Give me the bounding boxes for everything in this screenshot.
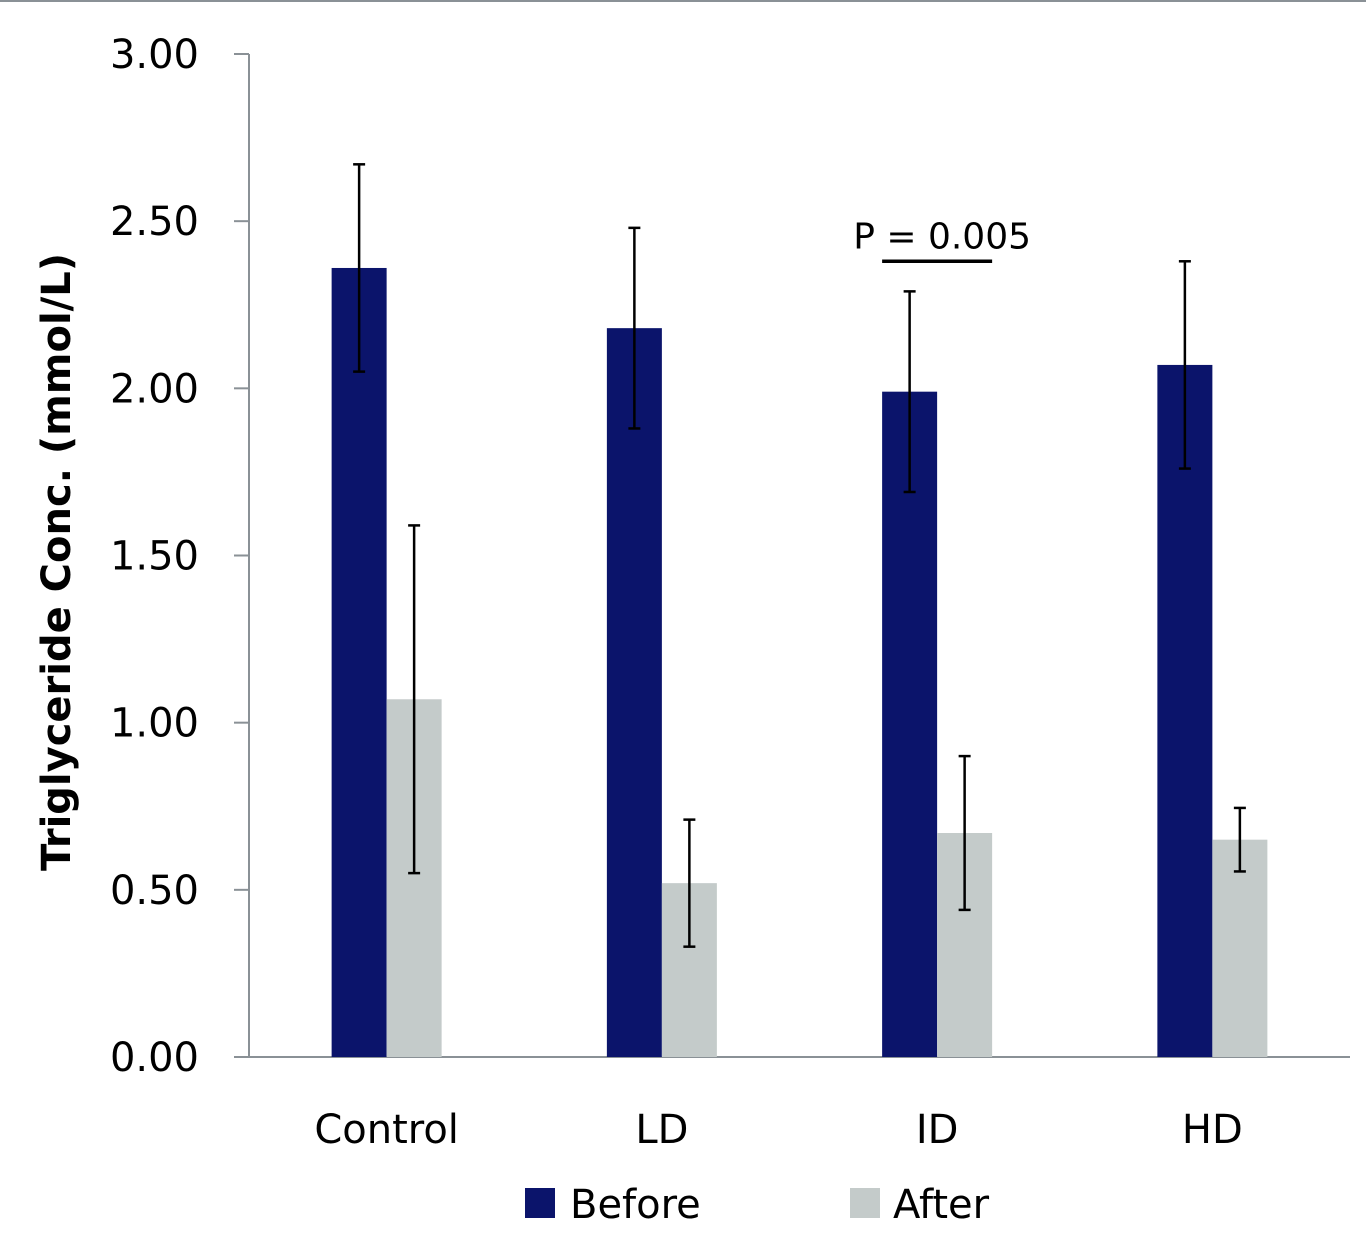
error-bars-group	[353, 163, 1246, 948]
y-tick-label: 2.50	[110, 199, 199, 245]
legend: Before After	[525, 1182, 990, 1228]
x-tick-label: Control	[314, 1107, 459, 1153]
legend-label-after: After	[893, 1182, 990, 1228]
legend-swatch-after	[850, 1188, 880, 1218]
y-tick-label: 1.00	[110, 701, 199, 747]
axes: 0.00 0.50 1.00 1.50 2.00 2.50 3.00 Control LD ID H…	[110, 32, 1350, 1153]
y-axis-label: Triglyceride Conc. (mmol/L)	[34, 253, 80, 871]
bars-group	[331, 267, 1268, 1058]
y-tick-label: 0.50	[110, 868, 199, 914]
annotations-group: P = 0.005	[853, 216, 1031, 264]
bar-before-hd	[1157, 364, 1213, 1057]
top-border-line	[0, 0, 1366, 2]
y-tick-label: 3.00	[110, 32, 199, 78]
y-tick-label: 0.00	[110, 1035, 199, 1081]
bar-before-ld	[606, 328, 662, 1057]
bar-after-hd	[1212, 839, 1268, 1057]
bar-before-control	[331, 267, 387, 1057]
y-tick-label: 2.00	[110, 366, 199, 412]
y-tick-label: 1.50	[110, 534, 199, 580]
significance-label: P = 0.005	[853, 216, 1031, 257]
legend-swatch-before	[525, 1188, 555, 1218]
x-tick-label: ID	[916, 1107, 959, 1153]
legend-label-before: Before	[570, 1182, 701, 1228]
x-tick-label: HD	[1182, 1107, 1243, 1153]
bar-before-id	[882, 391, 938, 1058]
x-tick-label: LD	[635, 1107, 688, 1153]
